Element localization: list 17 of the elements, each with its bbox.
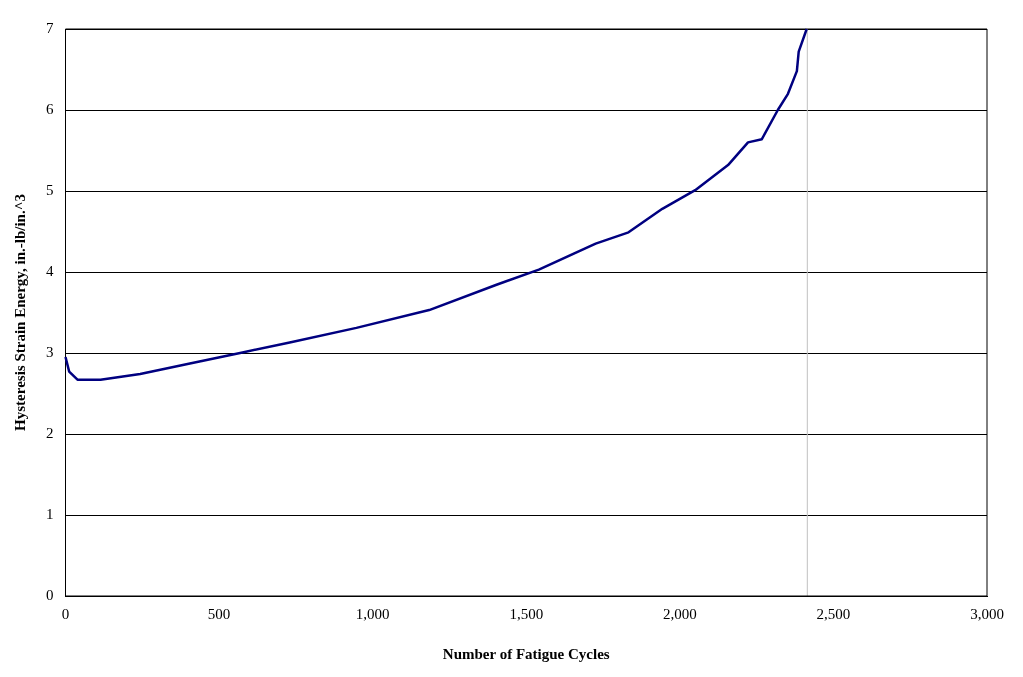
y-tick-label: 7 [46, 19, 54, 36]
x-tick-label: 500 [207, 605, 231, 622]
y-tick-label: 2 [46, 424, 54, 441]
y-tick-label: 4 [46, 262, 54, 279]
y-tick-label: 6 [46, 100, 54, 117]
x-tick-label: 1,000 [355, 605, 390, 622]
x-tick-label: 3,000 [970, 605, 1004, 622]
x-tick-label: 1,500 [509, 605, 544, 622]
y-axis-title: Hysteresis Strain Energy, in.-lb/in.^3 [11, 194, 28, 431]
x-tick-label: 2,000 [662, 605, 697, 622]
y-tick-label: 3 [46, 343, 54, 360]
x-tick-label: 2,500 [816, 605, 851, 622]
x-tick-label: 0 [61, 605, 70, 622]
y-tick-label: 1 [46, 505, 54, 522]
y-tick-label: 5 [46, 181, 54, 198]
y-tick-label: 0 [46, 586, 54, 603]
x-axis-title: Number of Fatigue Cycles [442, 645, 610, 662]
